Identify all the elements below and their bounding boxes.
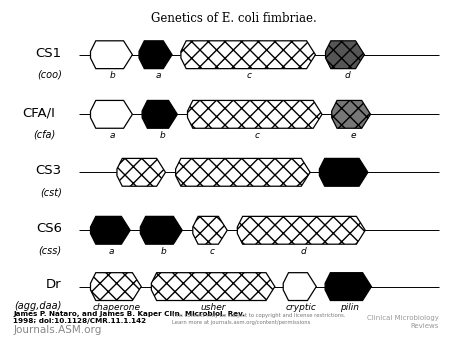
Text: b: b <box>160 247 166 256</box>
Polygon shape <box>283 273 316 300</box>
Text: c: c <box>247 71 252 80</box>
Polygon shape <box>176 159 310 186</box>
Text: b: b <box>110 71 115 80</box>
Text: CS3: CS3 <box>36 164 62 177</box>
Text: (agg,daa): (agg,daa) <box>14 301 62 312</box>
Polygon shape <box>151 273 275 300</box>
Text: CS6: CS6 <box>36 222 62 235</box>
Text: James P. Nataro, and James B. Kaper Clin. Microbiol. Rev.: James P. Nataro, and James B. Kaper Clin… <box>14 311 245 317</box>
Polygon shape <box>117 159 166 186</box>
Polygon shape <box>139 41 172 69</box>
Text: (cst): (cst) <box>40 187 62 197</box>
Text: usher: usher <box>201 303 226 312</box>
Polygon shape <box>325 273 371 300</box>
Text: (cfa): (cfa) <box>33 129 55 139</box>
Text: c: c <box>209 247 214 256</box>
Text: pilin: pilin <box>340 303 359 312</box>
Text: Genetics of E. coli fimbriae.: Genetics of E. coli fimbriae. <box>151 11 317 25</box>
Polygon shape <box>188 100 322 128</box>
Text: a: a <box>155 71 161 80</box>
Text: (coo): (coo) <box>37 70 62 80</box>
Text: Clinical Microbiology
Reviews: Clinical Microbiology Reviews <box>367 315 439 329</box>
Text: a: a <box>108 247 114 256</box>
Text: a: a <box>110 131 115 140</box>
Polygon shape <box>332 100 370 128</box>
Text: CS1: CS1 <box>36 47 62 59</box>
Polygon shape <box>181 41 315 69</box>
Polygon shape <box>90 273 141 300</box>
Text: CFA/I: CFA/I <box>22 106 55 119</box>
Text: This content may be subject to copyright and license restrictions.
Learn more at: This content may be subject to copyright… <box>172 313 346 325</box>
Text: 1998; doi:10.1128/CMR.11.1.142: 1998; doi:10.1128/CMR.11.1.142 <box>14 318 146 324</box>
Polygon shape <box>237 216 365 244</box>
Text: (css): (css) <box>39 245 62 255</box>
Text: b: b <box>159 131 165 140</box>
Polygon shape <box>193 216 227 244</box>
Polygon shape <box>90 100 132 128</box>
Text: chaperone: chaperone <box>93 303 141 312</box>
Text: c: c <box>254 131 259 140</box>
Text: e: e <box>351 131 356 140</box>
Text: Journals.ASM.org: Journals.ASM.org <box>14 325 102 335</box>
Polygon shape <box>90 41 132 69</box>
Polygon shape <box>140 216 182 244</box>
Polygon shape <box>90 216 130 244</box>
Polygon shape <box>142 100 177 128</box>
Text: cryptic: cryptic <box>285 303 316 312</box>
Polygon shape <box>320 159 368 186</box>
Polygon shape <box>325 41 364 69</box>
Text: d: d <box>301 247 306 256</box>
Text: d: d <box>345 71 351 80</box>
Text: Dr: Dr <box>46 279 62 291</box>
